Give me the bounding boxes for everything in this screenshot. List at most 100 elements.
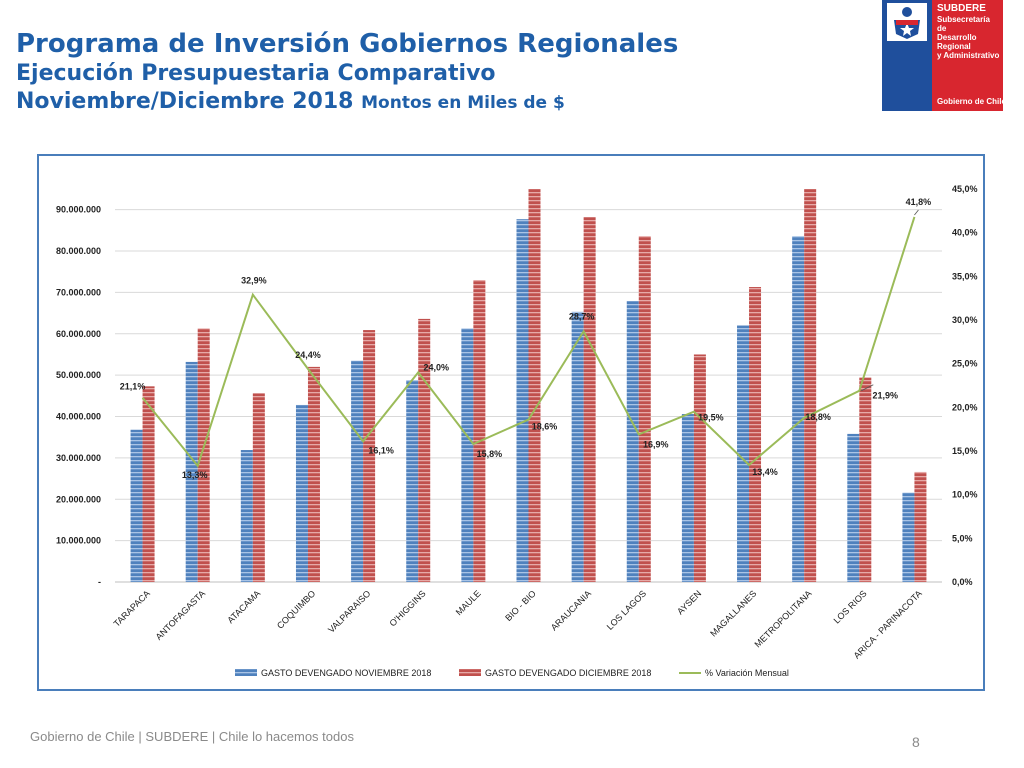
- page-subtitle: Ejecución Presupuestaria Comparativo: [16, 61, 496, 86]
- x-category-label: LOS LAGOS: [605, 588, 649, 632]
- y2-tick-label: 0,0%: [952, 577, 973, 587]
- page-title: Programa de Inversión Gobiernos Regional…: [16, 29, 679, 59]
- variation-data-label: 13,4%: [752, 467, 778, 477]
- y-tick-label: 80.000.000: [56, 246, 101, 256]
- bar-noviembre: [240, 450, 253, 582]
- x-category-label: MAGALLANES: [708, 588, 758, 638]
- bar-diciembre: [252, 393, 265, 582]
- variation-data-label: 15,8%: [477, 449, 503, 459]
- variation-data-label: 16,1%: [368, 445, 394, 455]
- variation-line: [141, 216, 916, 468]
- legend-diciembre-label: GASTO DEVENGADO DICIEMBRE 2018: [485, 668, 651, 678]
- legend-noviembre-swatch: [235, 669, 257, 676]
- y2-tick-label: 5,0%: [952, 533, 973, 543]
- bar-noviembre: [792, 236, 805, 582]
- variation-data-label: 21,1%: [120, 382, 146, 392]
- label-leader-line: [861, 384, 874, 392]
- bar-noviembre: [461, 328, 474, 582]
- logo-red-band: [932, 0, 1003, 111]
- variation-data-label: 24,0%: [423, 362, 449, 372]
- bar-noviembre: [902, 492, 915, 582]
- x-category-label: METROPOLITANA: [753, 588, 814, 649]
- footer-text: Gobierno de Chile | SUBDERE | Chile lo h…: [30, 729, 354, 744]
- x-category-label: ATACAMA: [225, 588, 262, 625]
- y2-tick-label: 45,0%: [952, 184, 978, 194]
- y-tick-label: 30.000.000: [56, 453, 101, 463]
- y2-tick-label: 15,0%: [952, 446, 978, 456]
- coat-of-arms-icon: [887, 3, 927, 41]
- y2-tick-label: 30,0%: [952, 315, 978, 325]
- bar-diciembre: [583, 217, 596, 582]
- page-number: 8: [912, 734, 920, 750]
- bar-diciembre: [859, 377, 872, 582]
- bar-diciembre: [638, 236, 651, 582]
- bar-diciembre: [914, 471, 927, 582]
- bar-diciembre: [804, 189, 817, 582]
- logo-org-text: SUBDERE Subsecretaría de Desarrollo Regi…: [937, 3, 1001, 60]
- bar-diciembre: [528, 189, 541, 582]
- logo-blue-band: [882, 0, 932, 111]
- y-tick-label: 10.000.000: [56, 536, 101, 546]
- variation-data-label: 32,9%: [241, 276, 267, 286]
- bar-noviembre: [626, 301, 639, 582]
- subdere-logo: SUBDERE Subsecretaría de Desarrollo Regi…: [882, 0, 1006, 111]
- x-category-label: ARAUCANIA: [549, 588, 593, 632]
- variation-data-label: 13,3%: [182, 470, 208, 480]
- logo-name: SUBDERE: [937, 3, 986, 14]
- title-block: Programa de Inversión Gobiernos Regional…: [16, 28, 678, 117]
- x-category-label: ANTOFAGASTA: [154, 588, 208, 642]
- y-tick-label: 50.000.000: [56, 370, 101, 380]
- variation-data-label: 16,9%: [643, 439, 669, 449]
- bar-noviembre: [516, 219, 529, 582]
- bar-noviembre: [351, 360, 364, 582]
- combo-chart: - 10.000.000 20.000.000 30.000.000 40.000.00…: [56, 184, 978, 678]
- y-tick-label: 60.000.000: [56, 329, 101, 339]
- x-category-label: VALPARAISO: [326, 588, 372, 634]
- period-text: Noviembre/Diciembre 2018: [16, 89, 354, 114]
- legend-diciembre-swatch: [459, 669, 481, 676]
- bar-noviembre: [130, 429, 143, 582]
- y-tick-label: 70.000.000: [56, 287, 101, 297]
- variation-data-label: 41,8%: [906, 197, 932, 207]
- y2-tick-label: 40,0%: [952, 228, 978, 238]
- bar-diciembre: [142, 386, 155, 582]
- logo-line-2: Desarrollo Regional: [937, 33, 977, 51]
- bar-diciembre: [307, 366, 320, 582]
- variation-data-label: 18,6%: [532, 422, 558, 432]
- bar-diciembre: [749, 287, 762, 582]
- bar-noviembre: [295, 404, 308, 582]
- y2-tick-label: 10,0%: [952, 490, 978, 500]
- x-category-label: O'HIGGINS: [388, 588, 428, 628]
- logo-government: Gobierno de Chile: [937, 97, 1006, 106]
- period-line: Noviembre/Diciembre 2018 Montos en Miles…: [16, 88, 678, 117]
- bar-noviembre: [571, 311, 584, 582]
- bar-noviembre: [737, 325, 750, 582]
- bar-noviembre: [185, 361, 198, 582]
- logo-line-3: y Administrativo: [937, 51, 1000, 60]
- variation-data-label: 19,5%: [698, 413, 724, 423]
- y2-tick-label: 35,0%: [952, 271, 978, 281]
- bar-diciembre: [473, 280, 486, 582]
- variation-data-label: 28,7%: [569, 311, 595, 321]
- logo-line-1: Subsecretaría de: [937, 15, 990, 33]
- bar-diciembre: [197, 328, 210, 582]
- variation-data-label: 21,9%: [873, 391, 899, 401]
- x-category-label: COQUIMBO: [275, 588, 317, 630]
- y-tick-label: -: [98, 577, 101, 587]
- bar-noviembre: [406, 380, 419, 582]
- y-tick-label: 90.000.000: [56, 205, 101, 215]
- bar-noviembre: [847, 433, 860, 582]
- y-tick-label: 20.000.000: [56, 494, 101, 504]
- variation-data-label: 24,4%: [295, 350, 321, 360]
- bar-noviembre: [681, 414, 694, 582]
- x-category-label: LOS RIOS: [832, 588, 869, 625]
- bar-diciembre: [418, 318, 431, 582]
- x-category-label: AYSEN: [675, 588, 703, 616]
- x-category-label: MAULE: [454, 588, 483, 617]
- y-tick-label: 40.000.000: [56, 412, 101, 422]
- label-leader-line: [914, 209, 919, 216]
- variation-data-label: 18,8%: [805, 412, 831, 422]
- x-category-label: BIO - BIO: [503, 588, 538, 623]
- units-text: Montos en Miles de $: [361, 93, 565, 113]
- x-category-label: TARAPACA: [112, 588, 152, 628]
